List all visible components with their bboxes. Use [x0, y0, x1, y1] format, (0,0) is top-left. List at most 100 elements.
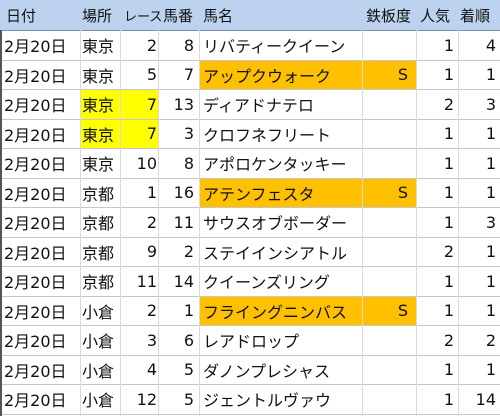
cell-iron[interactable] [362, 356, 416, 385]
cell-race[interactable]: 9 [146, 242, 157, 262]
cell-date[interactable]: 2月20日 [4, 332, 67, 352]
cell-finish[interactable]: 4 [485, 35, 496, 55]
cell-finish[interactable]: 14 [475, 389, 496, 409]
header-date[interactable]: 日付 [6, 6, 37, 25]
cell-horse-num[interactable]: 5 [183, 360, 194, 380]
cell-date[interactable]: 2月20日 [4, 155, 67, 175]
cell-popularity[interactable]: 1 [443, 360, 454, 380]
cell-place[interactable]: 京都 [82, 273, 115, 293]
header-iron[interactable]: 鉄板度 [366, 6, 412, 25]
cell-date[interactable]: 2月20日 [4, 391, 67, 411]
cell-horse-num[interactable]: 8 [183, 153, 194, 173]
cell-place[interactable]: 東京 [82, 37, 115, 57]
cell-horse-num[interactable]: 7 [183, 65, 194, 85]
cell-race[interactable]: 3 [146, 330, 157, 350]
cell-horse-name[interactable]: サウスオブボーダー [203, 214, 348, 234]
cell-finish[interactable]: 1 [485, 271, 496, 291]
header-race[interactable]: レース [124, 9, 163, 25]
cell-place[interactable]: 東京 [80, 119, 120, 148]
cell-finish[interactable]: 3 [485, 212, 496, 232]
cell-date[interactable]: 2月20日 [4, 243, 67, 263]
cell-horse-name[interactable]: アテンフェスタ [199, 178, 362, 207]
cell-popularity[interactable]: 1 [443, 183, 454, 203]
cell-finish[interactable]: 1 [485, 65, 496, 85]
cell-race[interactable]: 12 [136, 389, 157, 409]
cell-place[interactable]: 小倉 [82, 302, 115, 322]
cell-iron[interactable] [362, 326, 416, 355]
cell-finish[interactable]: 2 [485, 330, 496, 350]
cell-popularity[interactable]: 1 [443, 65, 454, 85]
cell-date[interactable]: 2月20日 [4, 125, 67, 145]
cell-place[interactable]: 小倉 [82, 332, 115, 352]
header-horse-num[interactable]: 馬番 [163, 6, 194, 25]
cell-finish[interactable]: 1 [485, 360, 496, 380]
cell-place[interactable]: 東京 [82, 66, 115, 86]
cell-finish[interactable]: 3 [485, 94, 496, 114]
cell-iron[interactable]: S [362, 296, 416, 325]
cell-horse-name[interactable]: ステイインシアトル [203, 243, 348, 263]
cell-date[interactable]: 2月20日 [4, 302, 67, 322]
cell-place[interactable]: 東京 [82, 155, 115, 175]
cell-popularity[interactable]: 1 [443, 389, 454, 409]
cell-horse-name[interactable]: レアドロップ [203, 332, 300, 352]
cell-date[interactable]: 2月20日 [4, 273, 67, 293]
cell-horse-name[interactable]: アップクウォーク [199, 60, 362, 89]
cell-finish[interactable]: 1 [485, 242, 496, 262]
cell-horse-num[interactable]: 1 [183, 301, 194, 321]
cell-horse-num[interactable]: 3 [183, 124, 194, 144]
cell-horse-num[interactable]: 8 [183, 35, 194, 55]
cell-finish[interactable]: 1 [485, 183, 496, 203]
cell-horse-num[interactable]: 16 [173, 183, 194, 203]
cell-race[interactable]: 10 [136, 153, 157, 173]
cell-iron[interactable] [362, 238, 416, 267]
cell-date[interactable]: 2月20日 [4, 66, 67, 86]
header-finish[interactable]: 着順 [460, 6, 491, 25]
cell-horse-num[interactable]: 5 [183, 389, 194, 409]
cell-iron[interactable] [362, 208, 416, 237]
cell-horse-num[interactable]: 14 [173, 271, 194, 291]
cell-iron[interactable] [362, 385, 416, 414]
cell-horse-name[interactable]: フライングニンバス [199, 296, 362, 325]
cell-race[interactable]: 2 [146, 35, 157, 55]
header-popularity[interactable]: 人気 [420, 6, 451, 25]
cell-popularity[interactable]: 1 [443, 271, 454, 291]
cell-iron[interactable]: S [362, 178, 416, 207]
cell-date[interactable]: 2月20日 [4, 37, 67, 57]
cell-popularity[interactable]: 1 [443, 153, 454, 173]
cell-place[interactable]: 小倉 [82, 391, 115, 411]
cell-race[interactable]: 7 [120, 90, 158, 119]
cell-finish[interactable]: 1 [485, 153, 496, 173]
cell-race[interactable]: 5 [146, 65, 157, 85]
cell-popularity[interactable]: 2 [443, 94, 454, 114]
cell-race[interactable]: 11 [136, 271, 157, 291]
cell-popularity[interactable]: 2 [443, 242, 454, 262]
cell-race[interactable]: 2 [146, 212, 157, 232]
cell-date[interactable]: 2月20日 [4, 96, 67, 116]
cell-iron[interactable] [362, 90, 416, 119]
cell-iron[interactable] [362, 120, 416, 149]
header-horse-name[interactable]: 馬名 [203, 6, 234, 25]
cell-date[interactable]: 2月20日 [4, 361, 67, 381]
header-place[interactable]: 場所 [82, 6, 113, 25]
cell-place[interactable]: 東京 [80, 90, 120, 119]
cell-finish[interactable]: 1 [485, 301, 496, 321]
cell-horse-name[interactable]: アポロケンタッキー [203, 155, 347, 175]
cell-horse-name[interactable]: リバティークイーン [203, 37, 346, 57]
cell-finish[interactable]: 1 [485, 124, 496, 144]
cell-race[interactable]: 1 [146, 183, 157, 203]
cell-iron[interactable] [362, 149, 416, 178]
cell-race[interactable]: 7 [120, 119, 158, 148]
cell-horse-name[interactable]: クロフネフリート [203, 125, 332, 145]
cell-place[interactable]: 京都 [82, 214, 115, 234]
cell-horse-num[interactable]: 11 [173, 212, 194, 232]
cell-place[interactable]: 京都 [82, 243, 115, 263]
cell-horse-num[interactable]: 2 [183, 242, 194, 262]
cell-iron[interactable] [362, 31, 416, 60]
cell-race[interactable]: 2 [146, 301, 157, 321]
cell-popularity[interactable]: 2 [443, 330, 454, 350]
cell-popularity[interactable]: 1 [443, 301, 454, 321]
cell-horse-name[interactable]: ジェントルヴァウ [203, 391, 332, 411]
cell-horse-name[interactable]: クイーンズリング [203, 273, 330, 293]
cell-popularity[interactable]: 1 [443, 124, 454, 144]
cell-race[interactable]: 4 [146, 360, 157, 380]
